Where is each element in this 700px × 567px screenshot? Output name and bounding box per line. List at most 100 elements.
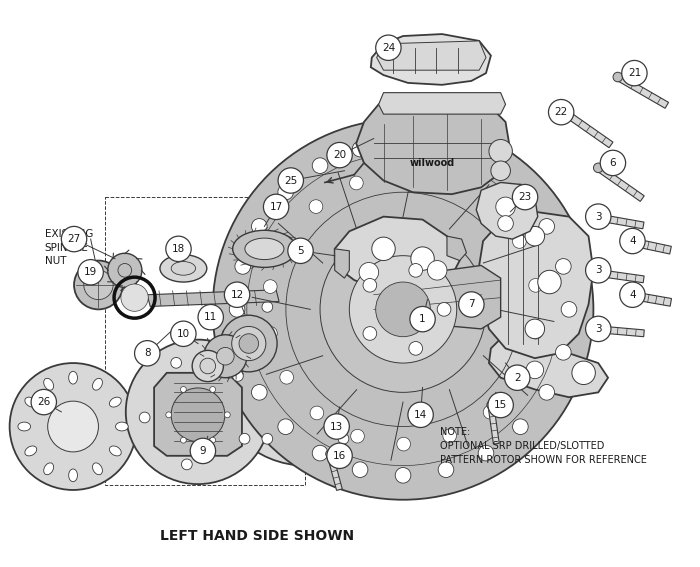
Circle shape: [326, 450, 334, 458]
Text: 17: 17: [270, 202, 283, 212]
Text: 19: 19: [84, 267, 97, 277]
Ellipse shape: [69, 469, 78, 482]
Ellipse shape: [245, 238, 284, 260]
Circle shape: [376, 35, 401, 61]
Ellipse shape: [262, 302, 273, 312]
Text: 25: 25: [284, 176, 298, 185]
Ellipse shape: [220, 315, 277, 372]
Circle shape: [488, 392, 513, 418]
Polygon shape: [377, 41, 486, 70]
Circle shape: [198, 304, 223, 330]
Circle shape: [572, 361, 595, 384]
Ellipse shape: [109, 446, 121, 456]
Circle shape: [556, 259, 571, 274]
Circle shape: [622, 61, 647, 86]
Circle shape: [264, 327, 277, 340]
Circle shape: [586, 316, 611, 341]
Circle shape: [62, 226, 87, 252]
Circle shape: [278, 168, 304, 193]
Circle shape: [251, 219, 267, 234]
Text: 20: 20: [333, 150, 346, 160]
Ellipse shape: [213, 280, 398, 466]
Text: 8: 8: [144, 348, 150, 358]
Circle shape: [395, 468, 411, 483]
Circle shape: [438, 141, 454, 157]
Polygon shape: [371, 34, 491, 85]
Circle shape: [408, 402, 433, 428]
Circle shape: [235, 345, 251, 360]
Ellipse shape: [172, 261, 195, 275]
Text: EXISTING
SPINDLE
NUT: EXISTING SPINDLE NUT: [45, 229, 93, 266]
Ellipse shape: [262, 433, 273, 444]
Text: 3: 3: [595, 211, 601, 222]
Ellipse shape: [25, 397, 36, 407]
Circle shape: [410, 306, 435, 332]
Polygon shape: [147, 290, 279, 306]
Circle shape: [589, 324, 598, 333]
Circle shape: [225, 282, 250, 307]
Ellipse shape: [239, 334, 258, 353]
Ellipse shape: [118, 264, 132, 277]
Circle shape: [409, 341, 423, 355]
Circle shape: [586, 257, 611, 283]
Circle shape: [529, 325, 542, 339]
Polygon shape: [335, 217, 460, 295]
Text: 16: 16: [333, 451, 346, 461]
Circle shape: [327, 142, 352, 168]
Text: 18: 18: [172, 244, 185, 254]
Circle shape: [496, 197, 515, 217]
Circle shape: [171, 321, 196, 346]
Polygon shape: [593, 269, 644, 283]
Text: 3: 3: [595, 324, 601, 334]
Ellipse shape: [109, 397, 121, 407]
Circle shape: [438, 462, 454, 477]
Circle shape: [372, 237, 396, 261]
Polygon shape: [596, 165, 644, 201]
Text: 7: 7: [468, 299, 475, 310]
Circle shape: [482, 199, 496, 213]
Circle shape: [279, 236, 293, 249]
Circle shape: [395, 168, 409, 181]
Circle shape: [620, 282, 645, 307]
Text: 9: 9: [199, 446, 206, 456]
Circle shape: [549, 99, 574, 125]
Ellipse shape: [74, 261, 123, 310]
Ellipse shape: [210, 387, 216, 392]
Circle shape: [478, 158, 493, 174]
Circle shape: [411, 247, 434, 270]
Circle shape: [327, 443, 352, 468]
Circle shape: [589, 212, 598, 221]
Circle shape: [376, 282, 430, 337]
Circle shape: [620, 229, 645, 253]
Circle shape: [395, 136, 411, 151]
Polygon shape: [476, 183, 538, 239]
Circle shape: [349, 256, 456, 363]
Ellipse shape: [204, 335, 247, 378]
Text: 24: 24: [382, 43, 395, 53]
Circle shape: [280, 370, 293, 384]
Ellipse shape: [171, 357, 181, 368]
Circle shape: [443, 429, 456, 443]
Ellipse shape: [181, 387, 186, 392]
Ellipse shape: [43, 463, 54, 475]
Polygon shape: [356, 95, 510, 194]
Polygon shape: [593, 213, 644, 229]
Circle shape: [352, 141, 368, 157]
Circle shape: [312, 445, 328, 461]
Ellipse shape: [232, 371, 244, 382]
Circle shape: [310, 406, 323, 420]
Circle shape: [526, 361, 544, 379]
Text: 12: 12: [230, 290, 244, 300]
Circle shape: [78, 260, 104, 285]
Text: 4: 4: [629, 290, 636, 300]
Text: 23: 23: [519, 192, 532, 202]
Polygon shape: [327, 453, 342, 490]
Circle shape: [539, 219, 554, 234]
Circle shape: [512, 184, 528, 200]
Text: 4: 4: [629, 236, 636, 246]
Circle shape: [525, 226, 545, 246]
Ellipse shape: [181, 459, 193, 470]
Polygon shape: [489, 338, 608, 397]
Ellipse shape: [92, 378, 102, 390]
Polygon shape: [154, 373, 242, 456]
